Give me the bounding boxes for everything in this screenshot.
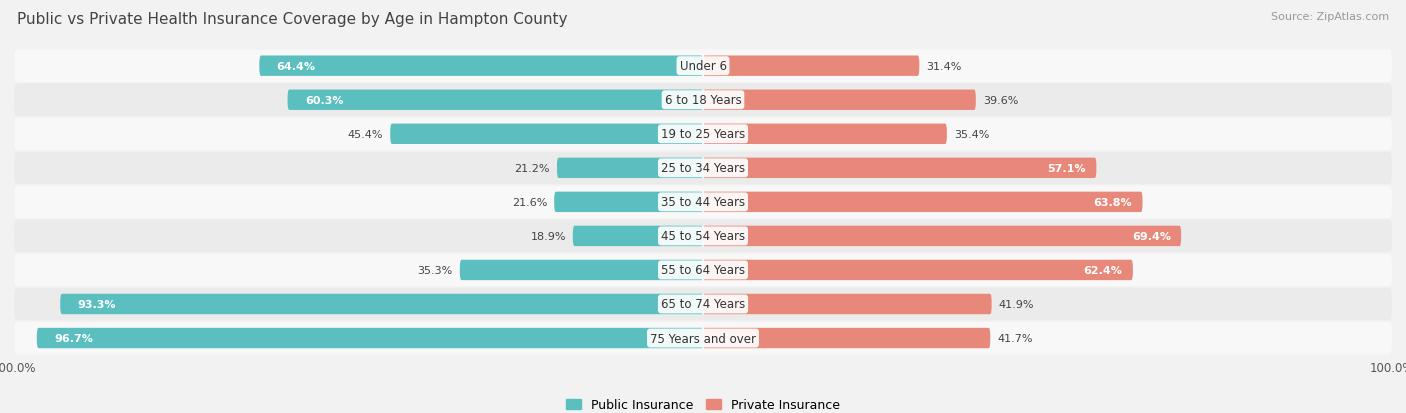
- FancyBboxPatch shape: [703, 158, 1097, 178]
- Text: Public vs Private Health Insurance Coverage by Age in Hampton County: Public vs Private Health Insurance Cover…: [17, 12, 568, 27]
- FancyBboxPatch shape: [703, 124, 946, 145]
- Text: 35.3%: 35.3%: [418, 265, 453, 275]
- FancyBboxPatch shape: [259, 56, 703, 77]
- FancyBboxPatch shape: [460, 260, 703, 280]
- FancyBboxPatch shape: [703, 226, 1181, 247]
- Text: 45.4%: 45.4%: [347, 129, 384, 140]
- FancyBboxPatch shape: [37, 328, 703, 349]
- FancyBboxPatch shape: [703, 90, 976, 111]
- Text: 55 to 64 Years: 55 to 64 Years: [661, 264, 745, 277]
- FancyBboxPatch shape: [14, 118, 1392, 151]
- FancyBboxPatch shape: [391, 124, 703, 145]
- Text: 31.4%: 31.4%: [927, 62, 962, 71]
- FancyBboxPatch shape: [288, 90, 703, 111]
- Text: 41.9%: 41.9%: [998, 299, 1033, 309]
- FancyBboxPatch shape: [557, 158, 703, 178]
- FancyBboxPatch shape: [14, 288, 1392, 320]
- FancyBboxPatch shape: [572, 226, 703, 247]
- Text: 35 to 44 Years: 35 to 44 Years: [661, 196, 745, 209]
- FancyBboxPatch shape: [14, 84, 1392, 117]
- FancyBboxPatch shape: [703, 260, 1133, 280]
- Text: 21.2%: 21.2%: [515, 164, 550, 173]
- Text: 96.7%: 96.7%: [53, 333, 93, 343]
- Text: 39.6%: 39.6%: [983, 95, 1018, 105]
- Legend: Public Insurance, Private Insurance: Public Insurance, Private Insurance: [561, 393, 845, 413]
- Text: 6 to 18 Years: 6 to 18 Years: [665, 94, 741, 107]
- Text: 21.6%: 21.6%: [512, 197, 547, 207]
- Text: 62.4%: 62.4%: [1084, 265, 1122, 275]
- Text: 35.4%: 35.4%: [953, 129, 990, 140]
- FancyBboxPatch shape: [703, 328, 990, 349]
- FancyBboxPatch shape: [60, 294, 703, 314]
- FancyBboxPatch shape: [14, 220, 1392, 253]
- FancyBboxPatch shape: [554, 192, 703, 213]
- Text: 25 to 34 Years: 25 to 34 Years: [661, 162, 745, 175]
- Text: 57.1%: 57.1%: [1047, 164, 1085, 173]
- Text: 65 to 74 Years: 65 to 74 Years: [661, 298, 745, 311]
- FancyBboxPatch shape: [14, 186, 1392, 218]
- Text: Source: ZipAtlas.com: Source: ZipAtlas.com: [1271, 12, 1389, 22]
- Text: 60.3%: 60.3%: [305, 95, 343, 105]
- Text: 41.7%: 41.7%: [997, 333, 1032, 343]
- FancyBboxPatch shape: [703, 294, 991, 314]
- FancyBboxPatch shape: [14, 322, 1392, 354]
- Text: 69.4%: 69.4%: [1132, 231, 1171, 241]
- Text: 63.8%: 63.8%: [1094, 197, 1132, 207]
- FancyBboxPatch shape: [14, 254, 1392, 287]
- FancyBboxPatch shape: [14, 152, 1392, 185]
- FancyBboxPatch shape: [14, 50, 1392, 83]
- Text: 64.4%: 64.4%: [277, 62, 315, 71]
- Text: Under 6: Under 6: [679, 60, 727, 73]
- FancyBboxPatch shape: [703, 56, 920, 77]
- FancyBboxPatch shape: [703, 192, 1143, 213]
- Text: 75 Years and over: 75 Years and over: [650, 332, 756, 345]
- Text: 45 to 54 Years: 45 to 54 Years: [661, 230, 745, 243]
- Text: 93.3%: 93.3%: [77, 299, 115, 309]
- Text: 19 to 25 Years: 19 to 25 Years: [661, 128, 745, 141]
- Text: 18.9%: 18.9%: [530, 231, 565, 241]
